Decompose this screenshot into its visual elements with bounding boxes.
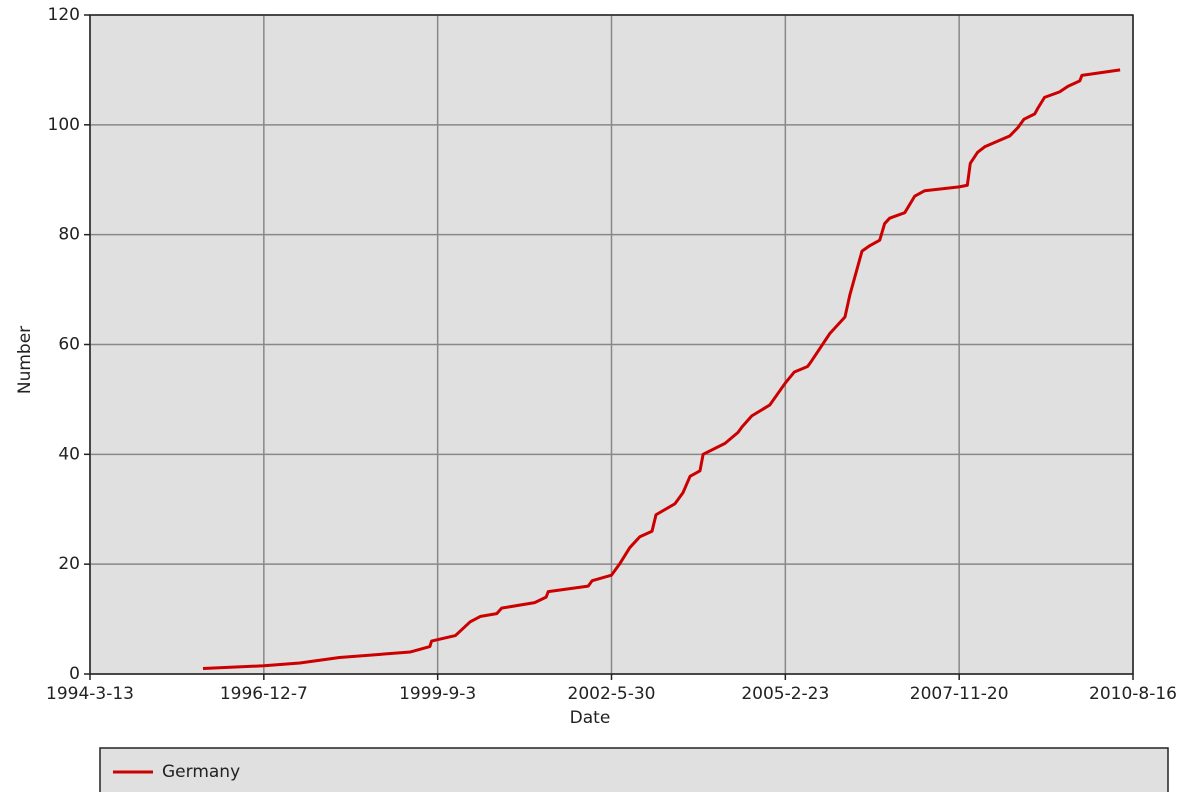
- y-tick-label: 40: [58, 444, 80, 464]
- x-tick-label: 1996-12-7: [220, 684, 308, 704]
- series-line: [202, 68, 1121, 671]
- x-tick-label: 1999-9-3: [399, 684, 476, 704]
- y-axis-label: Number: [15, 326, 35, 394]
- x-tick-label: 2010-8-16: [1089, 684, 1177, 704]
- legend-box: [99, 747, 1169, 792]
- legend-label: Germany: [162, 762, 240, 782]
- x-tick-label: 2007-11-20: [910, 684, 1009, 704]
- y-tick-label: 60: [58, 335, 80, 355]
- x-tick-label: 2005-2-23: [741, 684, 829, 704]
- x-axis-label: Date: [570, 708, 611, 728]
- y-tick-label: 80: [58, 225, 80, 245]
- y-tick-label: 120: [48, 5, 80, 25]
- y-tick-label: 0: [69, 664, 80, 684]
- x-tick-label: 2002-5-30: [568, 684, 656, 704]
- x-tick-label: 1994-3-13: [46, 684, 134, 704]
- y-tick-label: 100: [48, 115, 80, 135]
- y-tick-label: 20: [58, 554, 80, 574]
